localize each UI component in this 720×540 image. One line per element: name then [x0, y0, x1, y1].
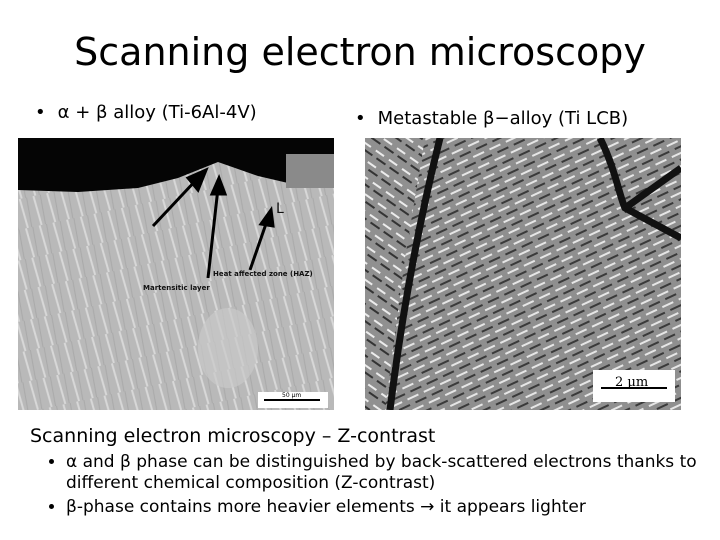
section-heading: Scanning electron microscopy – Z-contras… [30, 425, 436, 447]
bullet-list: α and β phase can be distinguished by ba… [30, 452, 706, 521]
slide-title: Scanning electron microscopy [74, 30, 646, 74]
right-caption: Metastable β−alloy (Ti LCB) [355, 108, 629, 129]
sem-image-left: Heat affected zone (HAZ) Martensitic lay… [18, 138, 334, 410]
image-label: Heat affected zone (HAZ) [213, 270, 313, 278]
image-label: Martensitic layer [143, 284, 210, 292]
scale-label: 2 μm [615, 375, 648, 390]
bullet: β-phase contains more heavier elements →… [66, 497, 706, 518]
image-label: L [276, 201, 284, 217]
micrograph [365, 138, 681, 410]
sem-image-right: 2 μm [365, 138, 681, 410]
bullet: α and β phase can be distinguished by ba… [66, 452, 706, 494]
scale-label: 50 μm [282, 392, 301, 399]
left-caption: α + β alloy (Ti-6Al-4V) [35, 102, 257, 123]
